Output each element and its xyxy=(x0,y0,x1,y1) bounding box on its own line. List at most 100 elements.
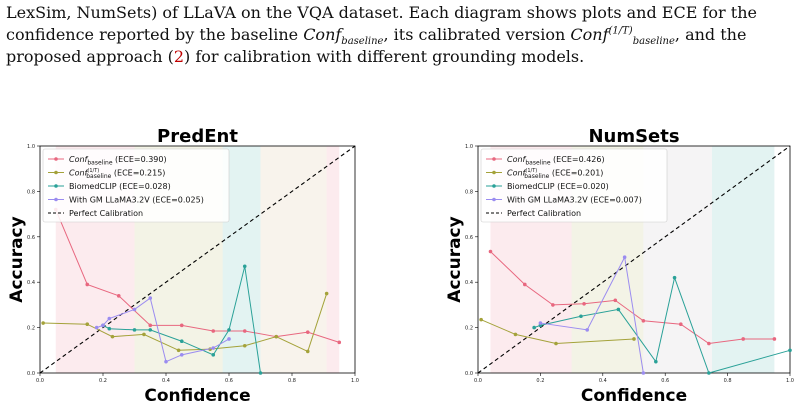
data-point xyxy=(532,325,536,330)
data-point xyxy=(488,249,493,254)
caption-text: proposed approach ( xyxy=(6,47,174,66)
data-point xyxy=(132,328,137,332)
x-axis-label: Confidence xyxy=(581,386,687,406)
data-point xyxy=(305,330,310,334)
data-point xyxy=(211,346,216,350)
data-point xyxy=(148,328,153,332)
data-point xyxy=(707,341,711,346)
data-point xyxy=(632,337,636,341)
conf-baseline-symbol: Confbaseline xyxy=(303,25,384,48)
x-tick-label: 1.0 xyxy=(351,378,359,384)
x-tick-label: 0.0 xyxy=(36,378,44,384)
calibration-gap-band xyxy=(260,146,327,373)
legend-label: Perfect Calibration xyxy=(69,209,143,218)
legend-swatch-marker xyxy=(54,184,58,188)
equation-reference-link[interactable]: 2 xyxy=(173,47,185,66)
data-point xyxy=(672,275,677,280)
data-point xyxy=(110,334,115,339)
x-tick-label: 0.2 xyxy=(99,378,107,384)
data-point xyxy=(101,323,105,328)
x-tick-label: 0.8 xyxy=(288,378,296,384)
data-point xyxy=(107,316,112,321)
data-point xyxy=(707,371,711,375)
data-point xyxy=(641,318,646,323)
data-point xyxy=(538,321,543,325)
caption-text: confidence reported by the baseline xyxy=(6,25,304,44)
legend-swatch-marker xyxy=(492,157,496,161)
data-point xyxy=(523,282,527,287)
data-point xyxy=(227,328,231,332)
x-axis-label: Confidence xyxy=(144,386,250,406)
y-axis-label: Accuracy xyxy=(7,216,27,302)
x-tick-label: 1.0 xyxy=(786,378,794,384)
y-tick-label: 0.0 xyxy=(27,371,35,377)
data-point xyxy=(258,371,263,375)
data-point xyxy=(148,323,153,328)
data-point xyxy=(324,291,329,296)
plot-frame xyxy=(39,145,356,374)
chart-numsets: 0.0 0.2 0.4 0.6 0.8 1.0 0.0 0.2 0.4 0.6 0.8 1.0 NumS… xyxy=(440,118,804,407)
chart-predent: 0.0 0.2 0.4 0.6 0.8 1.0 0.0 0.2 0.4 0.6 0.8 1.0 Pred… xyxy=(0,118,400,407)
x-tick-label: 0.6 xyxy=(225,378,233,384)
data-point xyxy=(337,340,342,345)
data-point xyxy=(132,307,137,312)
chart-title: NumSets xyxy=(588,126,679,147)
series-line xyxy=(480,319,635,344)
legend-label: Conf(1/T) baseline (ECE=0.201) xyxy=(507,168,603,180)
calibration-gap-band xyxy=(712,146,775,373)
legend-label: Confbaseline (ECE=0.390) xyxy=(69,155,167,167)
y-tick-label: 0.6 xyxy=(27,235,35,241)
legend-box xyxy=(480,148,668,223)
data-point xyxy=(179,339,184,344)
data-point xyxy=(85,282,90,287)
legend-swatch-marker xyxy=(54,170,58,175)
data-point xyxy=(551,303,555,307)
y-tick-label: 0.4 xyxy=(465,280,473,286)
y-tick-label: 0.2 xyxy=(27,326,35,332)
y-tick-label: 0.2 xyxy=(465,326,473,332)
data-point xyxy=(176,348,181,353)
series-line xyxy=(490,251,775,345)
data-point xyxy=(179,353,184,357)
data-point xyxy=(613,298,618,303)
data-point xyxy=(616,307,621,312)
caption-line-2: confidence reported by the baseline Conf… xyxy=(6,24,798,48)
data-point xyxy=(211,353,216,357)
caption-text: ) for calibration with different groundi… xyxy=(184,47,585,66)
legend-swatch-marker xyxy=(54,157,58,161)
data-point xyxy=(211,329,216,333)
data-point xyxy=(788,348,792,353)
data-point xyxy=(85,322,90,326)
series-line xyxy=(55,209,340,343)
series-line xyxy=(43,293,328,353)
chart-title: PredEnt xyxy=(157,126,238,147)
data-point xyxy=(554,341,558,346)
data-point xyxy=(513,332,518,337)
data-point xyxy=(179,323,184,328)
y-tick-label: 1.0 xyxy=(465,144,473,150)
data-point xyxy=(305,349,310,354)
y-tick-label: 0.4 xyxy=(27,280,35,286)
data-point xyxy=(274,334,279,339)
conf-calibrated-symbol: Conf(1/T)baseline xyxy=(570,25,675,48)
caption-text: , its calibrated version xyxy=(383,25,571,44)
y-tick-label: 0.6 xyxy=(465,235,473,241)
data-point xyxy=(227,337,231,341)
legend-label: BiomedCLIP (ECE=0.020) xyxy=(507,182,609,191)
legend-label: Conf(1/T) baseline (ECE=0.215) xyxy=(69,168,165,180)
chart-predent-svg: 0.0 0.2 0.4 0.6 0.8 1.0 0.0 0.2 0.4 0.6 0.8 1.0 Pred… xyxy=(7,126,359,406)
data-point xyxy=(107,326,112,331)
data-point xyxy=(242,343,247,348)
data-point xyxy=(148,296,153,300)
legend-label: Perfect Calibration xyxy=(507,209,581,218)
perfect-calibration-line xyxy=(39,145,356,374)
legend-label: Confbaseline (ECE=0.426) xyxy=(507,155,605,167)
figure-caption: LexSim, NumSets) of LLaVA on the VQA dat… xyxy=(6,2,798,68)
data-point xyxy=(772,337,777,341)
plot-frame xyxy=(477,145,791,374)
legend-label: With GM LLaMA3.2V (ECE=0.007) xyxy=(507,196,642,205)
x-tick-label: 0.4 xyxy=(162,378,170,384)
legend-box xyxy=(42,148,230,223)
chart-numsets-svg: 0.0 0.2 0.4 0.6 0.8 1.0 0.0 0.2 0.4 0.6 0.8 1.0 NumS… xyxy=(445,126,794,406)
x-tick-label: 0.6 xyxy=(661,378,669,384)
